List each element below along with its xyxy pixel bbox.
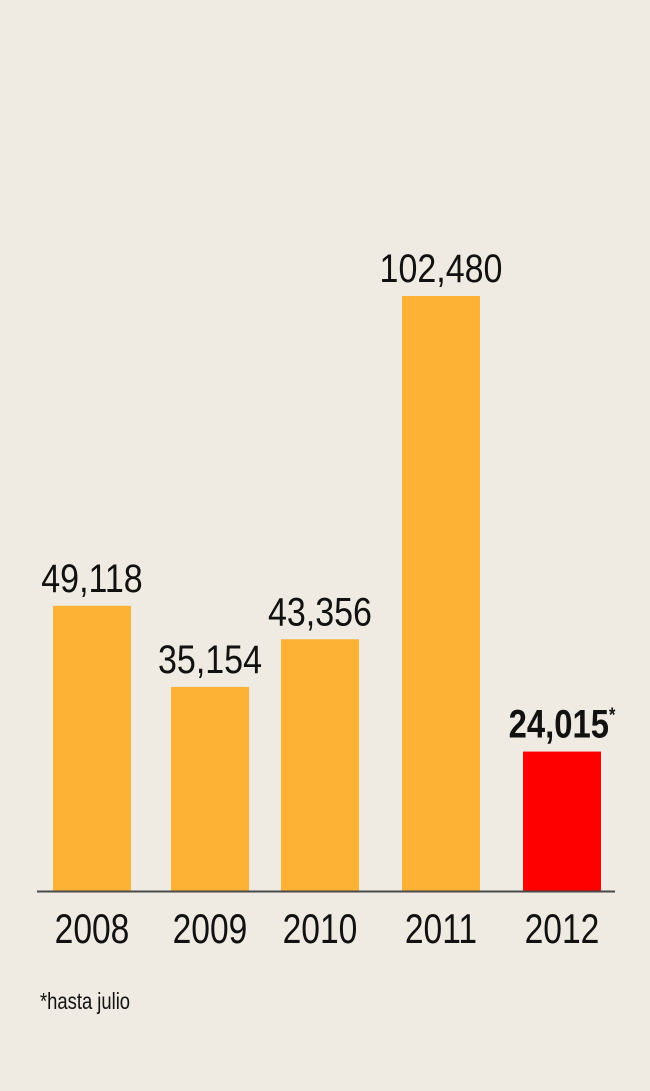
x-tick-label: 2008 [55, 907, 130, 953]
data-label: 49,118 [41, 555, 142, 600]
data-label: 35,154 [158, 636, 262, 681]
footnote: *hasta julio [40, 988, 131, 1014]
bar-2009 [171, 686, 249, 891]
bar-2008 [53, 605, 131, 891]
x-tick-label: 2011 [405, 907, 477, 953]
data-label: 24,015* [509, 701, 616, 746]
x-tick-label: 2012 [525, 907, 600, 953]
x-tick-label: 2010 [283, 907, 358, 953]
bar-2011 [402, 296, 480, 891]
data-label: 43,356 [268, 589, 372, 634]
bar-2012 [523, 751, 601, 891]
x-tick-label: 2009 [173, 907, 248, 953]
bar-2010 [281, 639, 359, 891]
data-label: 102,480 [380, 245, 503, 290]
